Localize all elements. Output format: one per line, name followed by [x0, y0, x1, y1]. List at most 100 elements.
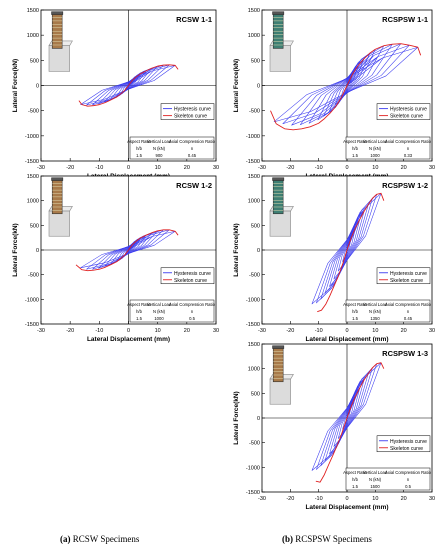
skeleton-curve	[75, 229, 179, 272]
y-tick-label: 0	[257, 248, 260, 254]
params-symbol: N (kN)	[369, 477, 382, 482]
legend-box	[376, 435, 431, 453]
x-tick-label: 10	[372, 496, 378, 502]
legend-box	[160, 267, 215, 285]
y-tick-label: -500	[28, 109, 39, 115]
caption-rcsw-label: RCSW Specimens	[70, 534, 140, 544]
y-tick-label: 1000	[248, 367, 260, 373]
params-symbol: n	[407, 309, 410, 314]
x-axis-label: Lateral Displacement (mm)	[305, 504, 388, 511]
params-symbol: n	[407, 146, 410, 151]
chart-panel-2: -30 -20 -10 0 10 20 30 -1500 -1000 -500 0 500 1000 15…	[233, 8, 435, 180]
x-tick-label: 20	[184, 328, 190, 334]
y-tick-label: -500	[249, 441, 260, 447]
params-header: Vertical Load	[147, 139, 172, 144]
params-header: Vertical Load	[363, 302, 388, 307]
x-tick-label: 20	[401, 328, 407, 334]
params-header: Axial Compression Ratio	[385, 470, 432, 475]
x-tick-label: -30	[37, 165, 45, 171]
skeleton-curve	[317, 192, 385, 313]
x-tick-label: -10	[95, 328, 103, 334]
legend-label-skeleton: Skeleton curve	[390, 114, 423, 120]
params-table: Aspect Ratio h/b 1.5 Vertical Load N (kN) 900…	[127, 136, 216, 160]
params-value: 1000	[154, 316, 164, 321]
params-symbol: h/b	[352, 309, 358, 314]
y-axis-label: Lateral Force(kN)	[12, 223, 19, 276]
legend-label-skeleton: Skeleton curve	[390, 278, 423, 284]
y-tick-label: -1500	[25, 159, 39, 165]
params-value: 1350	[370, 316, 380, 321]
hysteresis-loop	[311, 192, 382, 305]
x-tick-label: 0	[345, 328, 348, 334]
x-tick-label: 0	[345, 165, 348, 171]
params-symbol: h/b	[352, 477, 358, 482]
params-symbol: N (kN)	[153, 146, 166, 151]
params-table: Aspect Ratio h/b 1.5 Vertical Load N (kN) 135…	[343, 299, 432, 323]
chart-panel-3: -30 -20 -10 0 10 20 30 -1500 -1000 -500 0 500 1000 15…	[12, 174, 219, 343]
specimen-model-image	[269, 345, 294, 405]
hysteresis-loop	[273, 46, 419, 123]
params-value: 1.5	[352, 153, 358, 158]
y-tick-label: 1500	[248, 8, 260, 14]
legend-label-skeleton: Skeleton curve	[174, 278, 207, 284]
y-axis-label: Lateral Force(kN)	[233, 59, 240, 112]
specimen-model-image	[48, 11, 73, 72]
y-tick-label: -1500	[246, 490, 260, 496]
params-header: Aspect Ratio	[127, 302, 151, 307]
y-tick-label: -1000	[25, 297, 39, 303]
x-tick-label: 30	[213, 328, 219, 334]
params-value: 0.45	[404, 316, 413, 321]
x-tick-label: -20	[66, 328, 74, 334]
y-tick-label: -1500	[25, 322, 39, 328]
y-tick-label: -1500	[246, 159, 260, 165]
x-tick-label: -10	[315, 496, 323, 502]
chart-title: RCSW 1-1	[176, 15, 212, 24]
params-table: Aspect Ratio h/b 1.5 Vertical Load N (kN) 100…	[343, 136, 432, 160]
legend-label-hysteresis: Hysteresis curve	[174, 271, 211, 277]
params-header: Vertical Load	[363, 470, 388, 475]
caption-rcspsw-letter: (b)	[282, 534, 293, 544]
y-tick-label: 500	[30, 58, 39, 64]
x-tick-label: 30	[213, 165, 219, 171]
x-tick-label: 30	[429, 328, 435, 334]
chart-panel-5: -30 -20 -10 0 10 20 30 -1500 -1000 -500 0 500 1000 15…	[233, 342, 435, 511]
params-symbol: N (kN)	[153, 309, 166, 314]
specimen-model-image	[48, 177, 73, 237]
x-tick-label: 0	[127, 328, 130, 334]
chart-title: RCSPSW 1-1	[382, 15, 428, 24]
caption-rcspsw-label: RCSPSW Specimens	[293, 534, 372, 544]
chart-panel-4: -30 -20 -10 0 10 20 30 -1500 -1000 -500 0 500 1000 15…	[233, 174, 435, 343]
x-tick-label: 30	[429, 496, 435, 502]
params-header: Aspect Ratio	[127, 139, 151, 144]
x-tick-label: -20	[286, 328, 294, 334]
hysteresis-loop	[86, 64, 170, 106]
chart-title: RCSPSW 1-2	[382, 181, 428, 190]
caption-rcsw-letter: (a)	[60, 534, 71, 544]
params-table-box	[129, 299, 215, 323]
params-table-box	[345, 136, 431, 160]
params-header: Axial Compression Ratio	[385, 302, 432, 307]
y-tick-label: -1500	[246, 322, 260, 328]
params-header: Aspect Ratio	[343, 470, 367, 475]
y-tick-label: -1000	[25, 134, 39, 140]
y-tick-label: 1500	[248, 342, 260, 348]
x-tick-label: -10	[95, 165, 103, 171]
y-tick-label: 1000	[27, 199, 39, 205]
x-tick-label: -20	[286, 496, 294, 502]
x-tick-label: -20	[66, 165, 74, 171]
params-header: Aspect Ratio	[343, 139, 367, 144]
x-tick-label: 0	[345, 496, 348, 502]
params-value: 0.5	[189, 316, 195, 321]
params-value: 1.5	[136, 316, 142, 321]
y-tick-label: 500	[251, 223, 260, 229]
legend-label-hysteresis: Hysteresis curve	[390, 107, 427, 113]
x-tick-label: 20	[184, 165, 190, 171]
legend-box	[376, 103, 431, 120]
params-value: 0.33	[404, 153, 413, 158]
params-header: Axial Compression Ratio	[169, 302, 216, 307]
params-value: 0.5	[405, 484, 411, 489]
specimen-model-image	[269, 177, 294, 237]
